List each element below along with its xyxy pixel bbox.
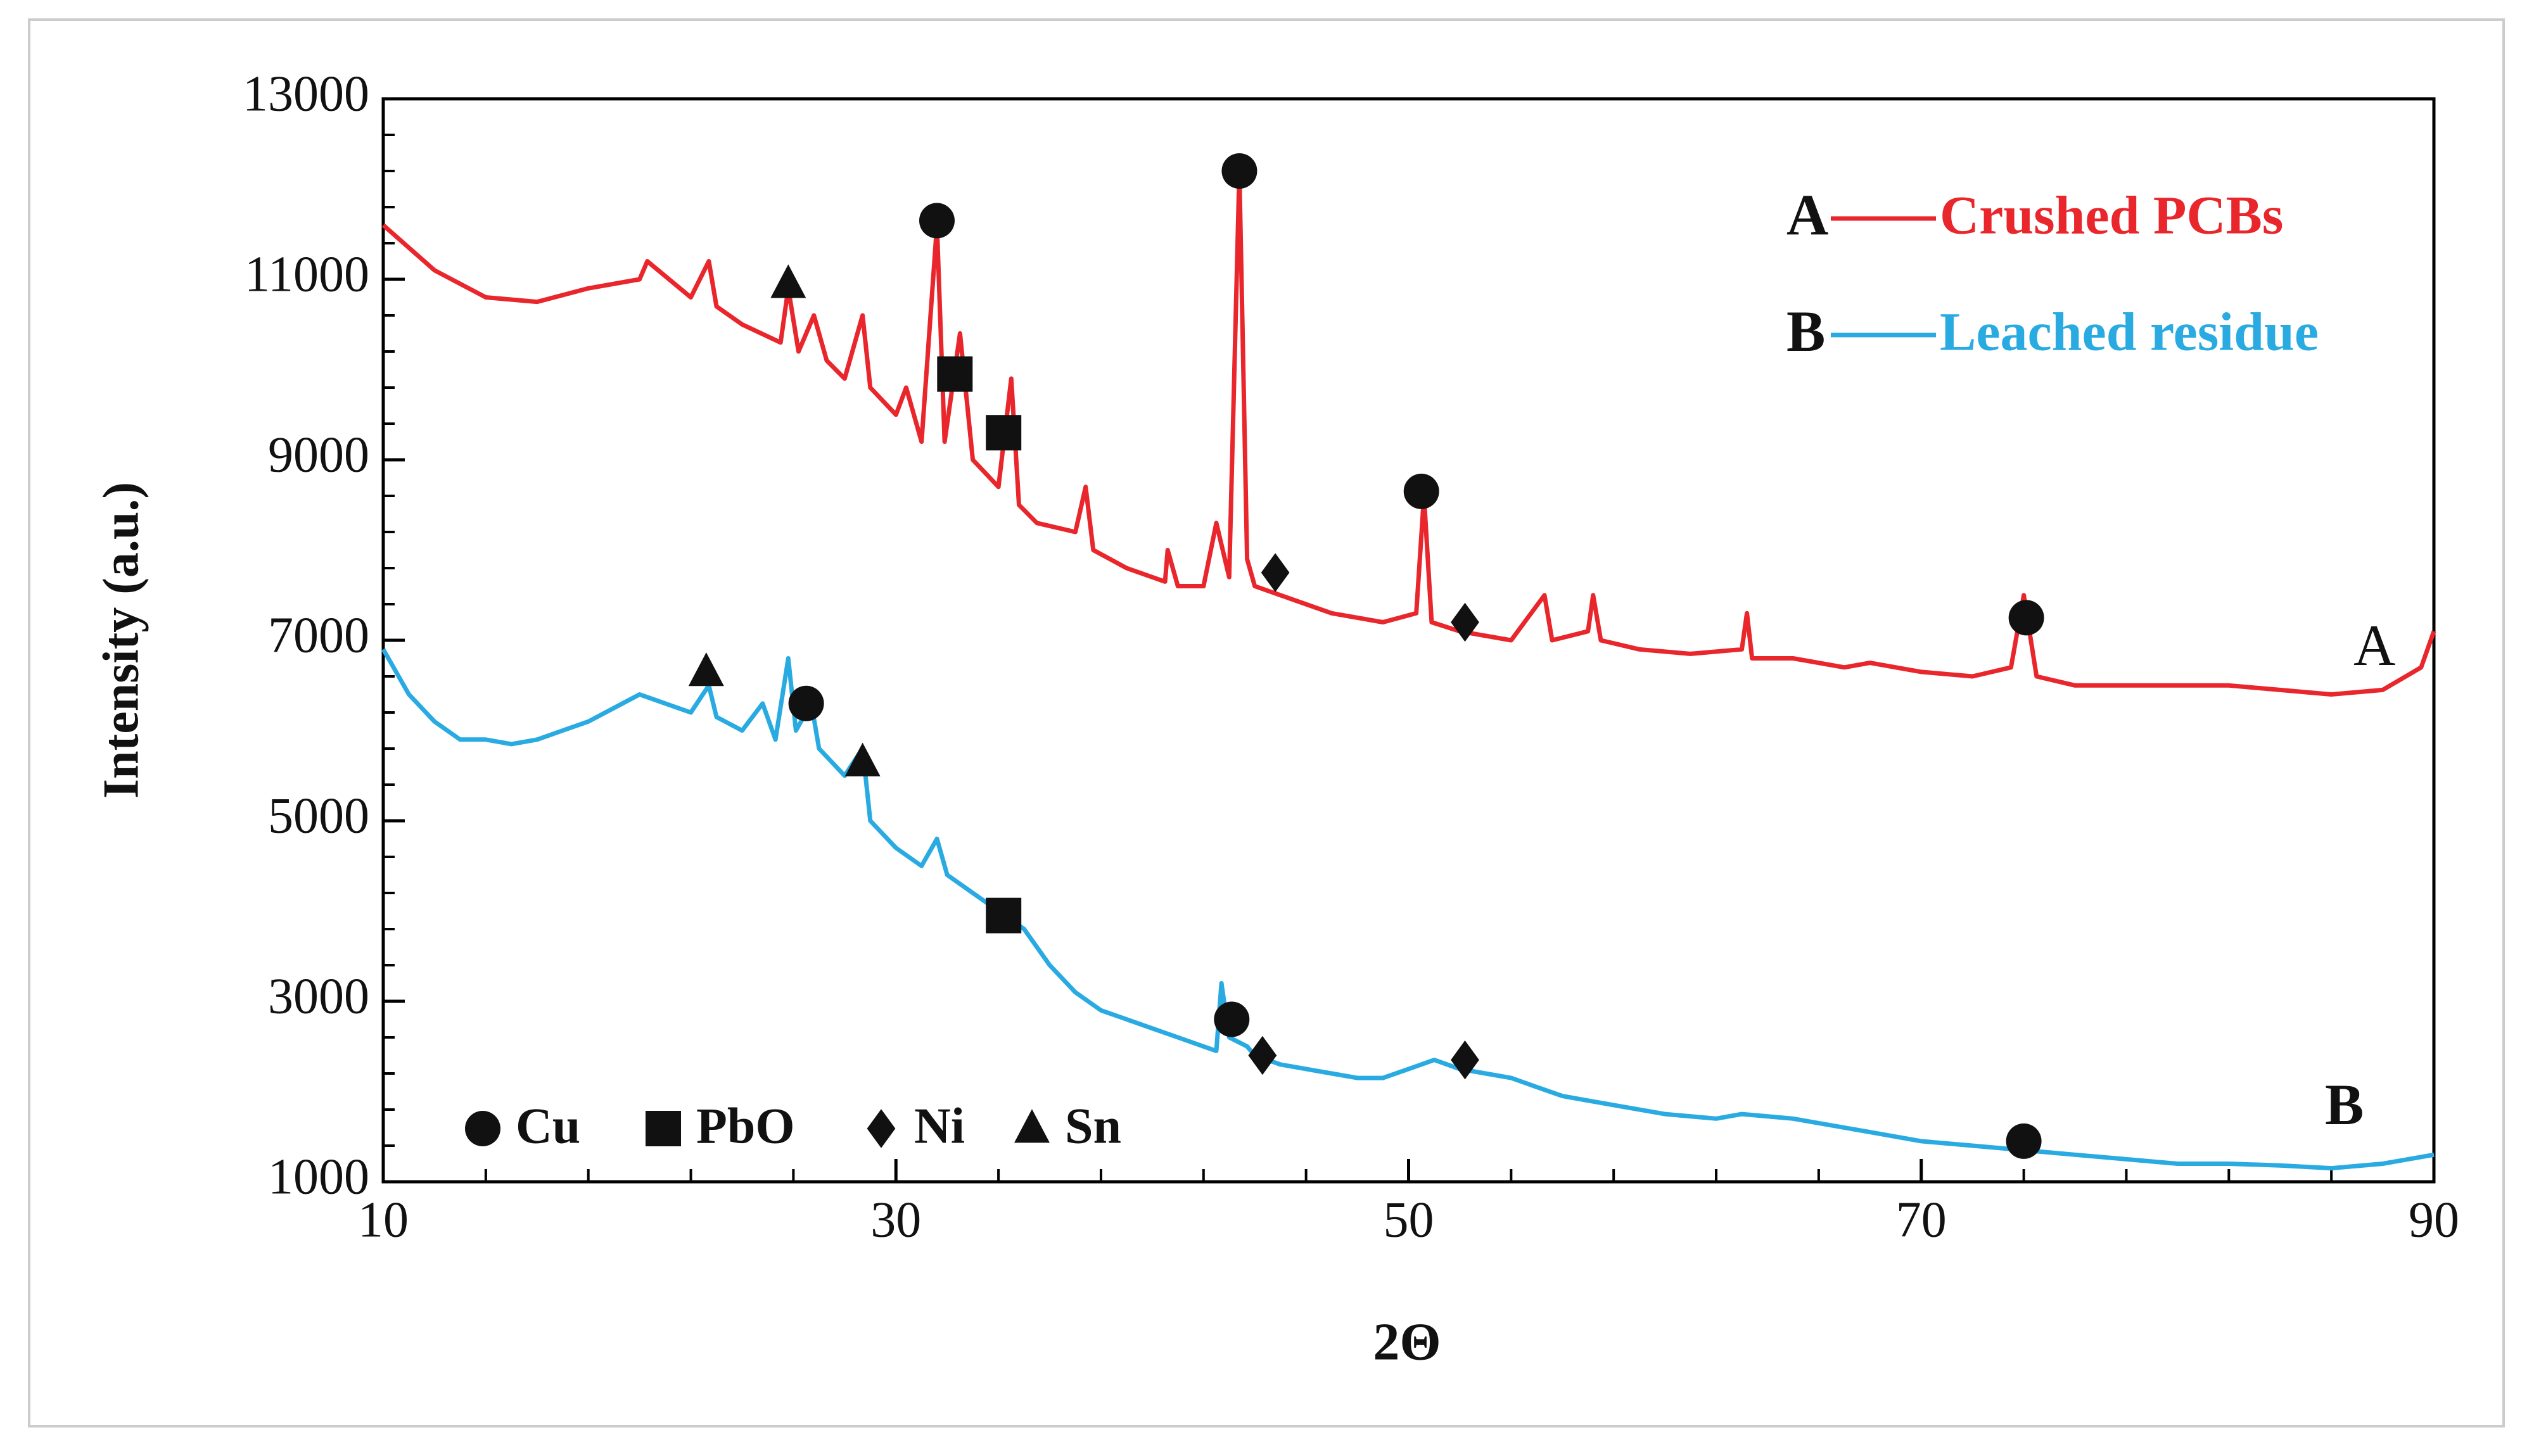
y-tick-label: 11000 (245, 246, 369, 302)
phase-marker (770, 264, 806, 298)
phase-marker (788, 685, 824, 721)
plot-area (381, 97, 2436, 1184)
legend-label: Ni (914, 1098, 965, 1154)
y-tick-label: 5000 (268, 788, 369, 844)
y-axis-title: Intensity (a.u.) (93, 482, 149, 799)
phase-marker (937, 356, 973, 392)
legend-symbol (646, 1111, 681, 1146)
legend-label: PbO (696, 1098, 795, 1154)
phase-marker (1214, 1001, 1250, 1037)
y-tick-label: 13000 (243, 66, 369, 122)
phase-marker (1261, 553, 1290, 592)
phase-marker (1451, 1040, 1479, 1080)
x-axis-title: 2Θ (1373, 1312, 1441, 1371)
legend-label: Sn (1065, 1098, 1121, 1154)
phase-marker (1403, 473, 1439, 509)
frame (28, 18, 2505, 1428)
legend-key: B (1786, 299, 1825, 364)
legend-label: Cu (516, 1098, 580, 1154)
phase-marker (986, 897, 1022, 934)
legend-symbol (465, 1111, 500, 1146)
phase-marker (688, 652, 724, 687)
phase-marker (2008, 600, 2044, 636)
phase-marker (2006, 1123, 2042, 1159)
phase-marker (919, 203, 955, 239)
x-tick-label: 70 (1896, 1192, 1947, 1248)
x-tick-label: 30 (870, 1192, 921, 1248)
legend-key: A (1786, 182, 1828, 247)
phase-marker (1451, 602, 1479, 642)
phase-marker (1248, 1035, 1277, 1075)
legend-symbol (867, 1109, 896, 1148)
legend-label: Crushed PCBs (1940, 185, 2283, 246)
x-tick-label: 90 (2409, 1192, 2459, 1248)
phase-marker (844, 742, 881, 776)
legend-label: Leached residue (1940, 301, 2319, 362)
y-tick-label: 7000 (268, 607, 369, 663)
x-tick-label: 10 (358, 1192, 409, 1248)
x-tick-label: 50 (1384, 1192, 1434, 1248)
y-tick-label: 3000 (268, 968, 369, 1024)
series-line (381, 168, 2436, 697)
curve-label: A (2353, 613, 2395, 678)
y-tick-label: 1000 (268, 1149, 369, 1205)
curve-label: B (2325, 1072, 2364, 1137)
phase-marker (986, 415, 1022, 451)
series-line (381, 648, 2435, 1171)
y-tick-label: 9000 (268, 427, 369, 483)
legend-symbol (1014, 1109, 1050, 1143)
phase-marker (1221, 153, 1257, 189)
